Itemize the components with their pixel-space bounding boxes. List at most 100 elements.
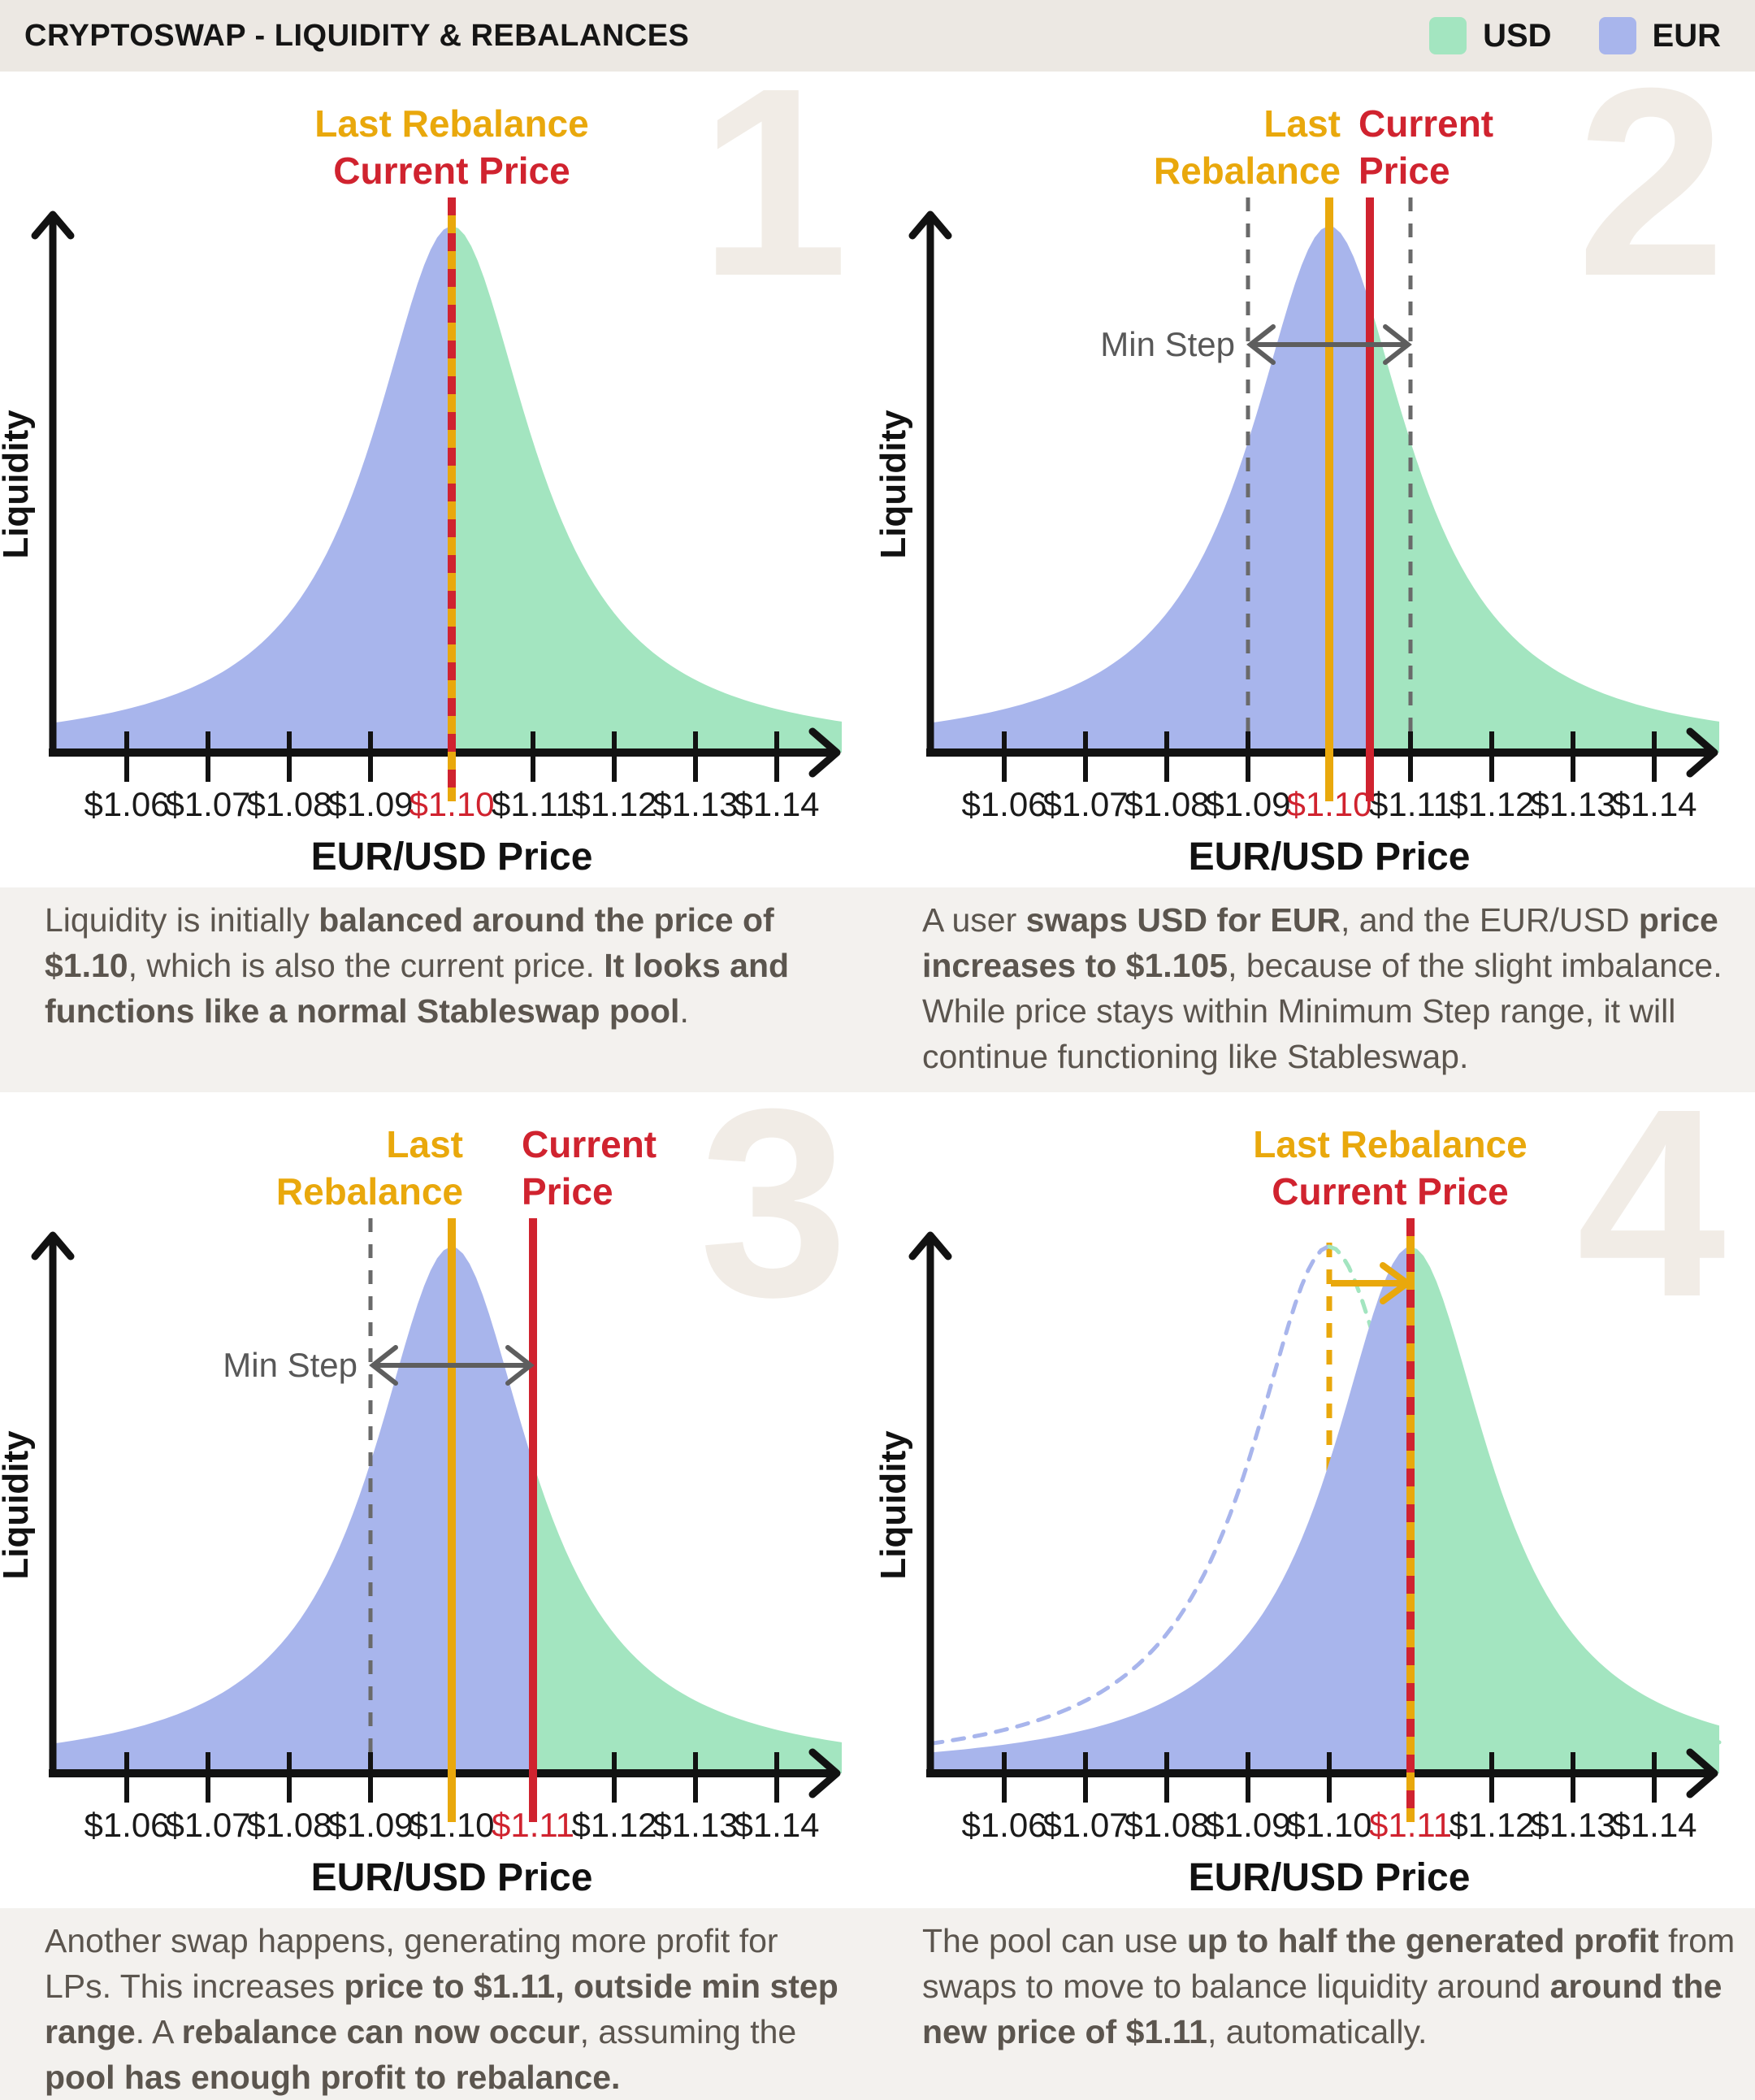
tick-label: $1.08 — [1124, 1806, 1209, 1844]
caption-panel-4: The pool can use up to half the generate… — [922, 1922, 1736, 2050]
x-axis-title: EUR/USD Price — [1189, 835, 1471, 879]
tick-label: $1.10 — [1286, 1806, 1372, 1844]
min-step-arrowhead-left — [369, 1345, 398, 1386]
y-axis-arrowhead — [31, 1231, 75, 1260]
tick-label: $1.06 — [961, 785, 1046, 823]
tick-label: $1.14 — [734, 785, 819, 823]
tick-label: $1.12 — [571, 1806, 656, 1844]
x-axis-arrowhead — [808, 1748, 841, 1798]
curve-eur-area — [54, 226, 452, 753]
tick-label: $1.08 — [246, 785, 332, 823]
min-step-arrowhead-right — [1383, 324, 1412, 365]
curve-eur-area — [931, 1247, 1410, 1773]
y-axis-title: Liquidity — [878, 1430, 913, 1580]
curve-usd-area — [452, 226, 842, 753]
tick-label: $1.12 — [1449, 1806, 1534, 1844]
tick-label: $1.13 — [652, 785, 738, 823]
panel-1: 1 $1.06 $1.07 $1.08 $1.09 $1.10 $1.11 $1.12 $1.1… — [0, 72, 878, 887]
tick-label: $1.13 — [652, 1806, 738, 1844]
x-axis-title: EUR/USD Price — [311, 1856, 593, 1899]
y-axis-arrowhead — [908, 1231, 952, 1260]
min-step-arrowhead-left — [1246, 324, 1276, 365]
curve-eur-area — [931, 226, 1370, 753]
caption-panel-2: A user swaps USD for EUR, and the EUR/US… — [922, 901, 1722, 1075]
chart-panel-3: 3$1.06$1.07$1.08$1.09$1.10$1.11$1.12$1.1… — [0, 1092, 848, 1899]
tick-label: $1.09 — [1205, 1806, 1290, 1844]
panel-3: 3 $1.06 $1.07 $1.08 $1.09 $1.10 $1.11 $1.12 $1.1… — [0, 1092, 878, 1908]
header: CRYPTOSWAP - LIQUIDITY & REBALANCES USD … — [0, 0, 1755, 72]
tick-label: $1.09 — [327, 1806, 413, 1844]
tick-label: $1.12 — [1449, 785, 1534, 823]
y-axis-title: Liquidity — [878, 410, 913, 559]
tick-label: $1.06 — [84, 785, 169, 823]
last-rebalance-label: Last Rebalance — [1253, 1123, 1527, 1165]
curve-usd-area — [1370, 303, 1719, 753]
chart-panel-1: 1$1.06$1.07$1.08$1.09$1.10$1.11$1.12$1.1… — [0, 72, 848, 879]
tick-label: $1.07 — [165, 1806, 250, 1844]
tick-label: $1.13 — [1530, 785, 1615, 823]
x-axis-title: EUR/USD Price — [311, 835, 593, 879]
min-step-label: Min Step — [1100, 325, 1235, 363]
last-rebalance-label: Last — [1263, 102, 1341, 145]
x-axis-arrowhead — [1686, 727, 1718, 778]
current-price-label: Price — [1358, 150, 1450, 192]
curve-eur-area — [54, 1247, 533, 1773]
tick-label: $1.07 — [1042, 785, 1128, 823]
legend: USD EUR — [1429, 17, 1721, 54]
x-axis-title: EUR/USD Price — [1189, 1856, 1471, 1899]
min-step-label: Min Step — [223, 1346, 358, 1384]
panels-row-2: 3 $1.06 $1.07 $1.08 $1.09 $1.10 $1.11 $1.12 $1.1… — [0, 1092, 1755, 1908]
tick-label: $1.11 — [492, 785, 574, 823]
legend-item-eur: EUR — [1598, 17, 1721, 54]
tick-label: $1.08 — [246, 1806, 332, 1844]
tick-label: $1.07 — [165, 785, 250, 823]
usd-color-swatch — [1429, 17, 1467, 54]
tick-label: $1.06 — [961, 1806, 1046, 1844]
chart-panel-4: 4$1.06$1.07$1.08$1.09$1.10$1.11$1.12$1.1… — [878, 1092, 1727, 1899]
tick-label: $1.12 — [571, 785, 656, 823]
eur-legend-label: EUR — [1652, 17, 1721, 54]
tick-label: $1.14 — [734, 1806, 819, 1844]
tick-label: $1.14 — [1611, 785, 1696, 823]
curve-usd-area — [533, 1462, 842, 1773]
panel-number-watermark: 1 — [699, 72, 848, 332]
tick-label: $1.14 — [1611, 1806, 1696, 1844]
last-rebalance-label: Last — [386, 1123, 463, 1165]
current-price-label: Current — [1358, 102, 1493, 145]
page-title: CRYPTOSWAP - LIQUIDITY & REBALANCES — [24, 18, 690, 53]
panel-4: 4 $1.06 $1.07 $1.08 $1.09 $1.10 $1.11 $1.12 $1.1… — [878, 1092, 1755, 1908]
curve-usd-area — [1410, 1247, 1719, 1773]
min-step-arrowhead-right — [505, 1345, 535, 1386]
last-rebalance-label: Last Rebalance — [314, 102, 588, 145]
tick-label: $1.07 — [1042, 1806, 1128, 1844]
last-rebalance-label: Rebalance — [276, 1170, 463, 1213]
rebalance-move-arrowhead — [1380, 1262, 1410, 1304]
caption-band-1: Liquidity is initially balanced around t… — [0, 887, 1755, 1092]
tick-label: $1.09 — [327, 785, 413, 823]
y-axis-title: Liquidity — [0, 410, 36, 559]
x-axis-arrowhead — [808, 727, 841, 778]
panel-number-watermark: 4 — [1576, 1092, 1727, 1352]
panel-number-watermark: 3 — [699, 1092, 848, 1352]
panels-row-1: 1 $1.06 $1.07 $1.08 $1.09 $1.10 $1.11 $1.12 $1.1… — [0, 72, 1755, 887]
y-axis-title: Liquidity — [0, 1430, 36, 1580]
tick-label: $1.13 — [1530, 1806, 1615, 1844]
chart-panel-2: 2$1.06$1.07$1.08$1.09$1.10$1.11$1.12$1.1… — [878, 72, 1726, 879]
x-axis-arrowhead — [1686, 1748, 1718, 1798]
panel-2: 2 $1.06 $1.07 $1.08 $1.09 $1.10 $1.11 $1.12 $1.1… — [878, 72, 1755, 887]
caption-panel-3: Another swap happens, generating more pr… — [45, 1922, 838, 2096]
tick-label: $1.11 — [1369, 785, 1452, 823]
current-price-label: Price — [522, 1170, 613, 1213]
ghost-curve-eur — [929, 1244, 1332, 1746]
tick-label: $1.06 — [84, 1806, 169, 1844]
current-price-label: Current Price — [333, 150, 570, 192]
tick-label: $1.08 — [1124, 785, 1209, 823]
current-price-label: Current Price — [1272, 1170, 1508, 1213]
caption-band-2: Another swap happens, generating more pr… — [0, 1908, 1755, 2100]
caption-panel-1: Liquidity is initially balanced around t… — [45, 901, 790, 1030]
tick-label: $1.09 — [1205, 785, 1290, 823]
panel-number-watermark: 2 — [1576, 72, 1726, 332]
y-axis-arrowhead — [908, 210, 952, 240]
eur-color-swatch — [1598, 17, 1636, 54]
